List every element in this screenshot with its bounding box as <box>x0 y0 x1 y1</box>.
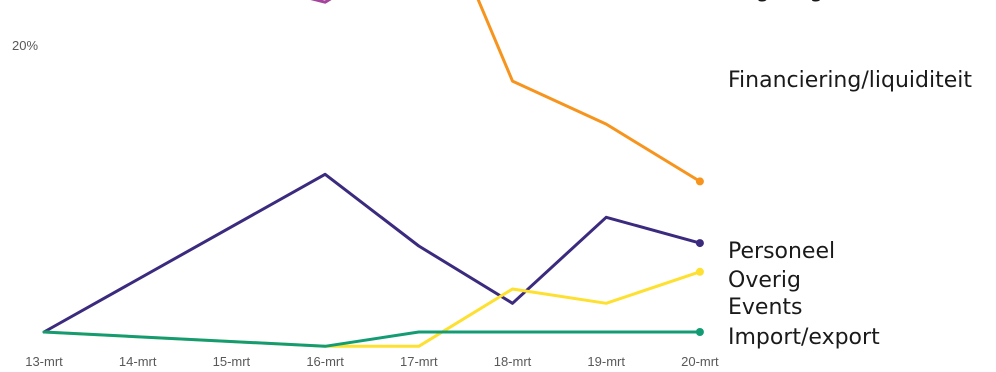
series-label: Financiering/liquiditeit <box>728 68 972 93</box>
series-end-marker <box>695 267 704 276</box>
series-line <box>476 0 702 183</box>
series-label: Regelingen overheid <box>728 0 954 3</box>
x-tick-label: 13-mrt <box>25 354 63 369</box>
x-tick-label: 15-mrt <box>213 354 251 369</box>
x-tick-label: 18-mrt <box>494 354 532 369</box>
series-label: Personeel <box>728 239 835 264</box>
x-tick-label: 14-mrt <box>119 354 157 369</box>
series-line <box>42 172 702 334</box>
series-label: Overig <box>728 268 801 293</box>
series-line <box>42 330 702 348</box>
series-line <box>310 0 332 4</box>
x-tick-label: 19-mrt <box>587 354 625 369</box>
series-end-marker <box>695 328 704 336</box>
x-tick-label: 20-mrt <box>681 354 719 369</box>
series-label: Events <box>728 295 803 320</box>
series-end-marker <box>695 177 704 186</box>
series-label: Import/export <box>728 325 880 350</box>
series-line <box>42 270 702 348</box>
x-tick-label: 16-mrt <box>306 354 344 369</box>
y-tick-label: 20% <box>12 38 38 53</box>
x-tick-label: 17-mrt <box>400 354 438 369</box>
series-end-marker <box>695 239 704 248</box>
